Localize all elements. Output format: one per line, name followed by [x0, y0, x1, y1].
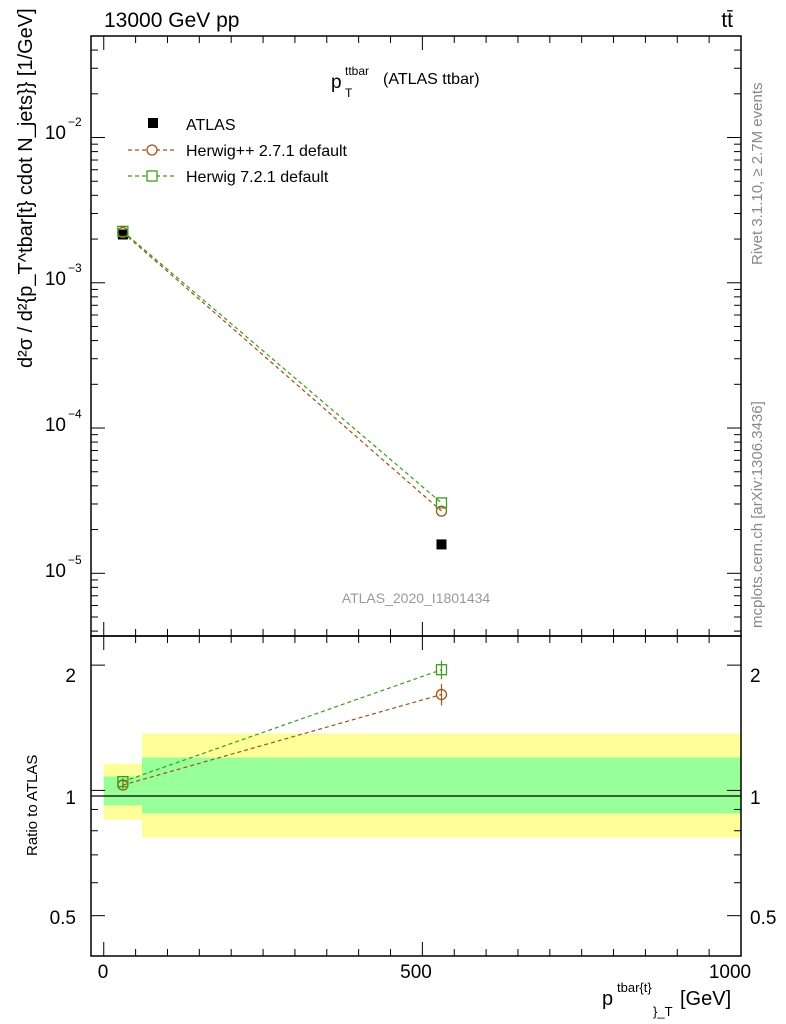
ratio-bands — [103, 733, 741, 838]
mcplots-label: mcplots.cern.ch [arXiv:1306.3436] — [749, 401, 766, 628]
ratio-line-herwig7 — [122, 669, 442, 783]
ratio-herwig7-point — [117, 775, 129, 788]
ratio-tick-labels: 2 1 0.5 2 1 0.5 — [50, 666, 777, 929]
ratio-tick-left-1: 1 — [65, 788, 76, 809]
y-tick-label-1e-5: 10 — [45, 561, 66, 582]
legend-marker-herwig7 — [146, 170, 158, 182]
ratio-panel: 2 1 0.5 2 1 0.5 — [50, 635, 777, 957]
y-tick-exp-1e-4: −4 — [68, 407, 82, 421]
x-tick-label-0: 0 — [98, 962, 109, 983]
x-tick-label-500: 500 — [400, 962, 432, 983]
analysis-id: ATLAS_2020_I1801434 — [342, 590, 491, 606]
ratio-frame — [90, 635, 742, 957]
rivet-label: Rivet 3.1.10, ≥ 2.7M events — [749, 83, 766, 266]
y-tick-label-1e-4: 10 — [45, 415, 66, 436]
ratio-tick-right-1: 1 — [750, 788, 761, 809]
herwig7-point — [117, 225, 129, 237]
plot-title-rest: (ATLAS ttbar) — [383, 71, 480, 88]
x-axis-label-sup: tbar{t} — [617, 980, 652, 995]
y-tick-exp-1e-3: −3 — [68, 261, 82, 275]
y-tick-label-1e-3: 10 — [45, 269, 66, 290]
ratio-line-herwig-pp — [122, 693, 442, 786]
energy-label: 13000 GeV pp — [104, 9, 239, 32]
ratio-series-markers — [117, 660, 448, 791]
atlas-point — [117, 229, 128, 240]
y-tick-exp-1e-5: −5 — [68, 553, 82, 567]
y-axis-label: d²σ / d²{p_T^tbar[t} cdot N_jets}} [1/Ge… — [15, 8, 37, 368]
ratio-band-inner-1 — [141, 757, 741, 814]
legend-label-atlas: ATLAS — [186, 117, 236, 134]
main-series-markers — [117, 225, 448, 550]
ratio-tick-right-0-5: 0.5 — [750, 908, 776, 929]
plot-title-sup: ttbar — [345, 64, 369, 78]
main-line-herwig7 — [122, 230, 442, 504]
ratio-series-lines — [122, 669, 442, 786]
ratio-axis-label: Ratio to ATLAS — [24, 755, 41, 856]
x-axis-label-main: p — [602, 988, 613, 1010]
legend: ATLAS Herwig++ 2.7.1 default Herwig 7.2.… — [128, 117, 348, 186]
herwig-pp-point — [435, 505, 448, 517]
plot-title-sub: T — [345, 86, 353, 100]
ratio-herwig-pp-point — [435, 688, 448, 701]
ratio-tick-right-2: 2 — [750, 666, 761, 687]
main-series-lines — [122, 230, 442, 512]
process-label: tt̄ — [721, 9, 733, 32]
plot-title: p ttbar T (ATLAS ttbar) — [331, 64, 480, 100]
ratio-ticks — [91, 636, 742, 957]
herwig7-point — [435, 497, 448, 509]
legend-marker-atlas — [148, 118, 158, 128]
main-line-herwig-pp — [122, 232, 442, 512]
y-tick-exp-1e-2: −2 — [68, 115, 82, 129]
x-axis-label-unit: [GeV] — [680, 988, 731, 1010]
ratio-tick-left-0-5: 0.5 — [50, 908, 76, 929]
x-tick-labels: 0 500 1000 — [98, 962, 751, 983]
ratio-tick-left-2: 2 — [65, 666, 76, 687]
atlas-point — [436, 539, 447, 550]
legend-marker-herwig-pp — [146, 144, 158, 156]
y-tick-labels: 10 −2 10 −3 10 −4 10 −5 — [45, 115, 82, 582]
x-axis-label-sub: }_T — [653, 1004, 673, 1019]
x-tick-label-1000: 1000 — [709, 962, 751, 983]
main-panel: 10 −2 10 −3 10 −4 10 −5 — [45, 35, 742, 637]
y-tick-label-1e-2: 10 — [45, 123, 66, 144]
x-axis-label: p tbar{t} }_T [GeV] — [602, 980, 731, 1019]
legend-label-herwig-pp: Herwig++ 2.7.1 default — [186, 143, 348, 160]
ratio-herwig7-point — [435, 664, 448, 676]
plot-title-main: p — [331, 72, 342, 93]
legend-label-herwig7: Herwig 7.2.1 default — [186, 169, 329, 186]
